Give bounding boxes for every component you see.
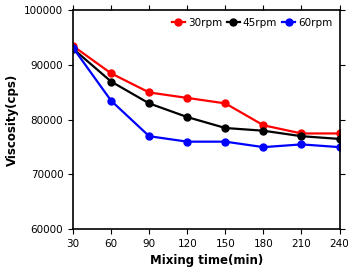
45rpm [261,129,266,132]
Line: 60rpm: 60rpm [70,44,343,151]
45rpm [223,126,228,130]
45rpm [299,135,304,138]
30rpm [109,72,113,75]
45rpm [338,137,342,141]
60rpm [299,143,304,146]
45rpm [147,102,151,105]
Y-axis label: Viscosity(cps): Viscosity(cps) [6,74,18,166]
30rpm [338,132,342,135]
Line: 30rpm: 30rpm [70,43,343,137]
60rpm [223,140,228,143]
60rpm [147,135,151,138]
60rpm [109,99,113,102]
X-axis label: Mixing time(min): Mixing time(min) [150,254,263,268]
60rpm [338,146,342,149]
30rpm [185,96,189,100]
30rpm [299,132,304,135]
30rpm [223,102,228,105]
30rpm [147,91,151,94]
60rpm [261,146,266,149]
45rpm [185,115,189,119]
45rpm [109,80,113,83]
Line: 45rpm: 45rpm [70,45,343,143]
30rpm [71,44,75,48]
Legend: 30rpm, 45rpm, 60rpm: 30rpm, 45rpm, 60rpm [170,16,334,30]
45rpm [71,47,75,50]
60rpm [185,140,189,143]
30rpm [261,124,266,127]
60rpm [71,46,75,49]
